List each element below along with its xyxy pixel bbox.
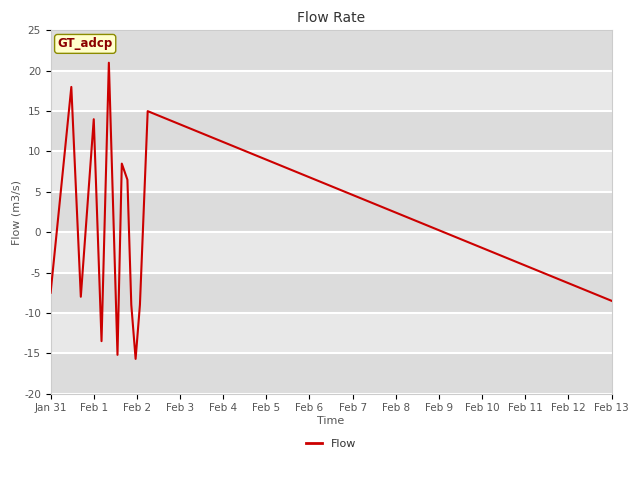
Bar bbox=[51, 273, 611, 313]
Bar bbox=[51, 71, 611, 111]
Bar bbox=[51, 192, 611, 232]
Bar bbox=[51, 232, 611, 273]
Title: Flow Rate: Flow Rate bbox=[297, 11, 365, 25]
Text: GT_adcp: GT_adcp bbox=[58, 37, 113, 50]
Bar bbox=[51, 353, 611, 394]
Bar bbox=[51, 30, 611, 71]
Bar bbox=[51, 313, 611, 353]
Y-axis label: Flow (m3/s): Flow (m3/s) bbox=[11, 180, 21, 244]
Legend: Flow: Flow bbox=[301, 434, 361, 454]
Bar bbox=[51, 152, 611, 192]
X-axis label: Time: Time bbox=[317, 416, 345, 426]
Bar bbox=[51, 111, 611, 152]
